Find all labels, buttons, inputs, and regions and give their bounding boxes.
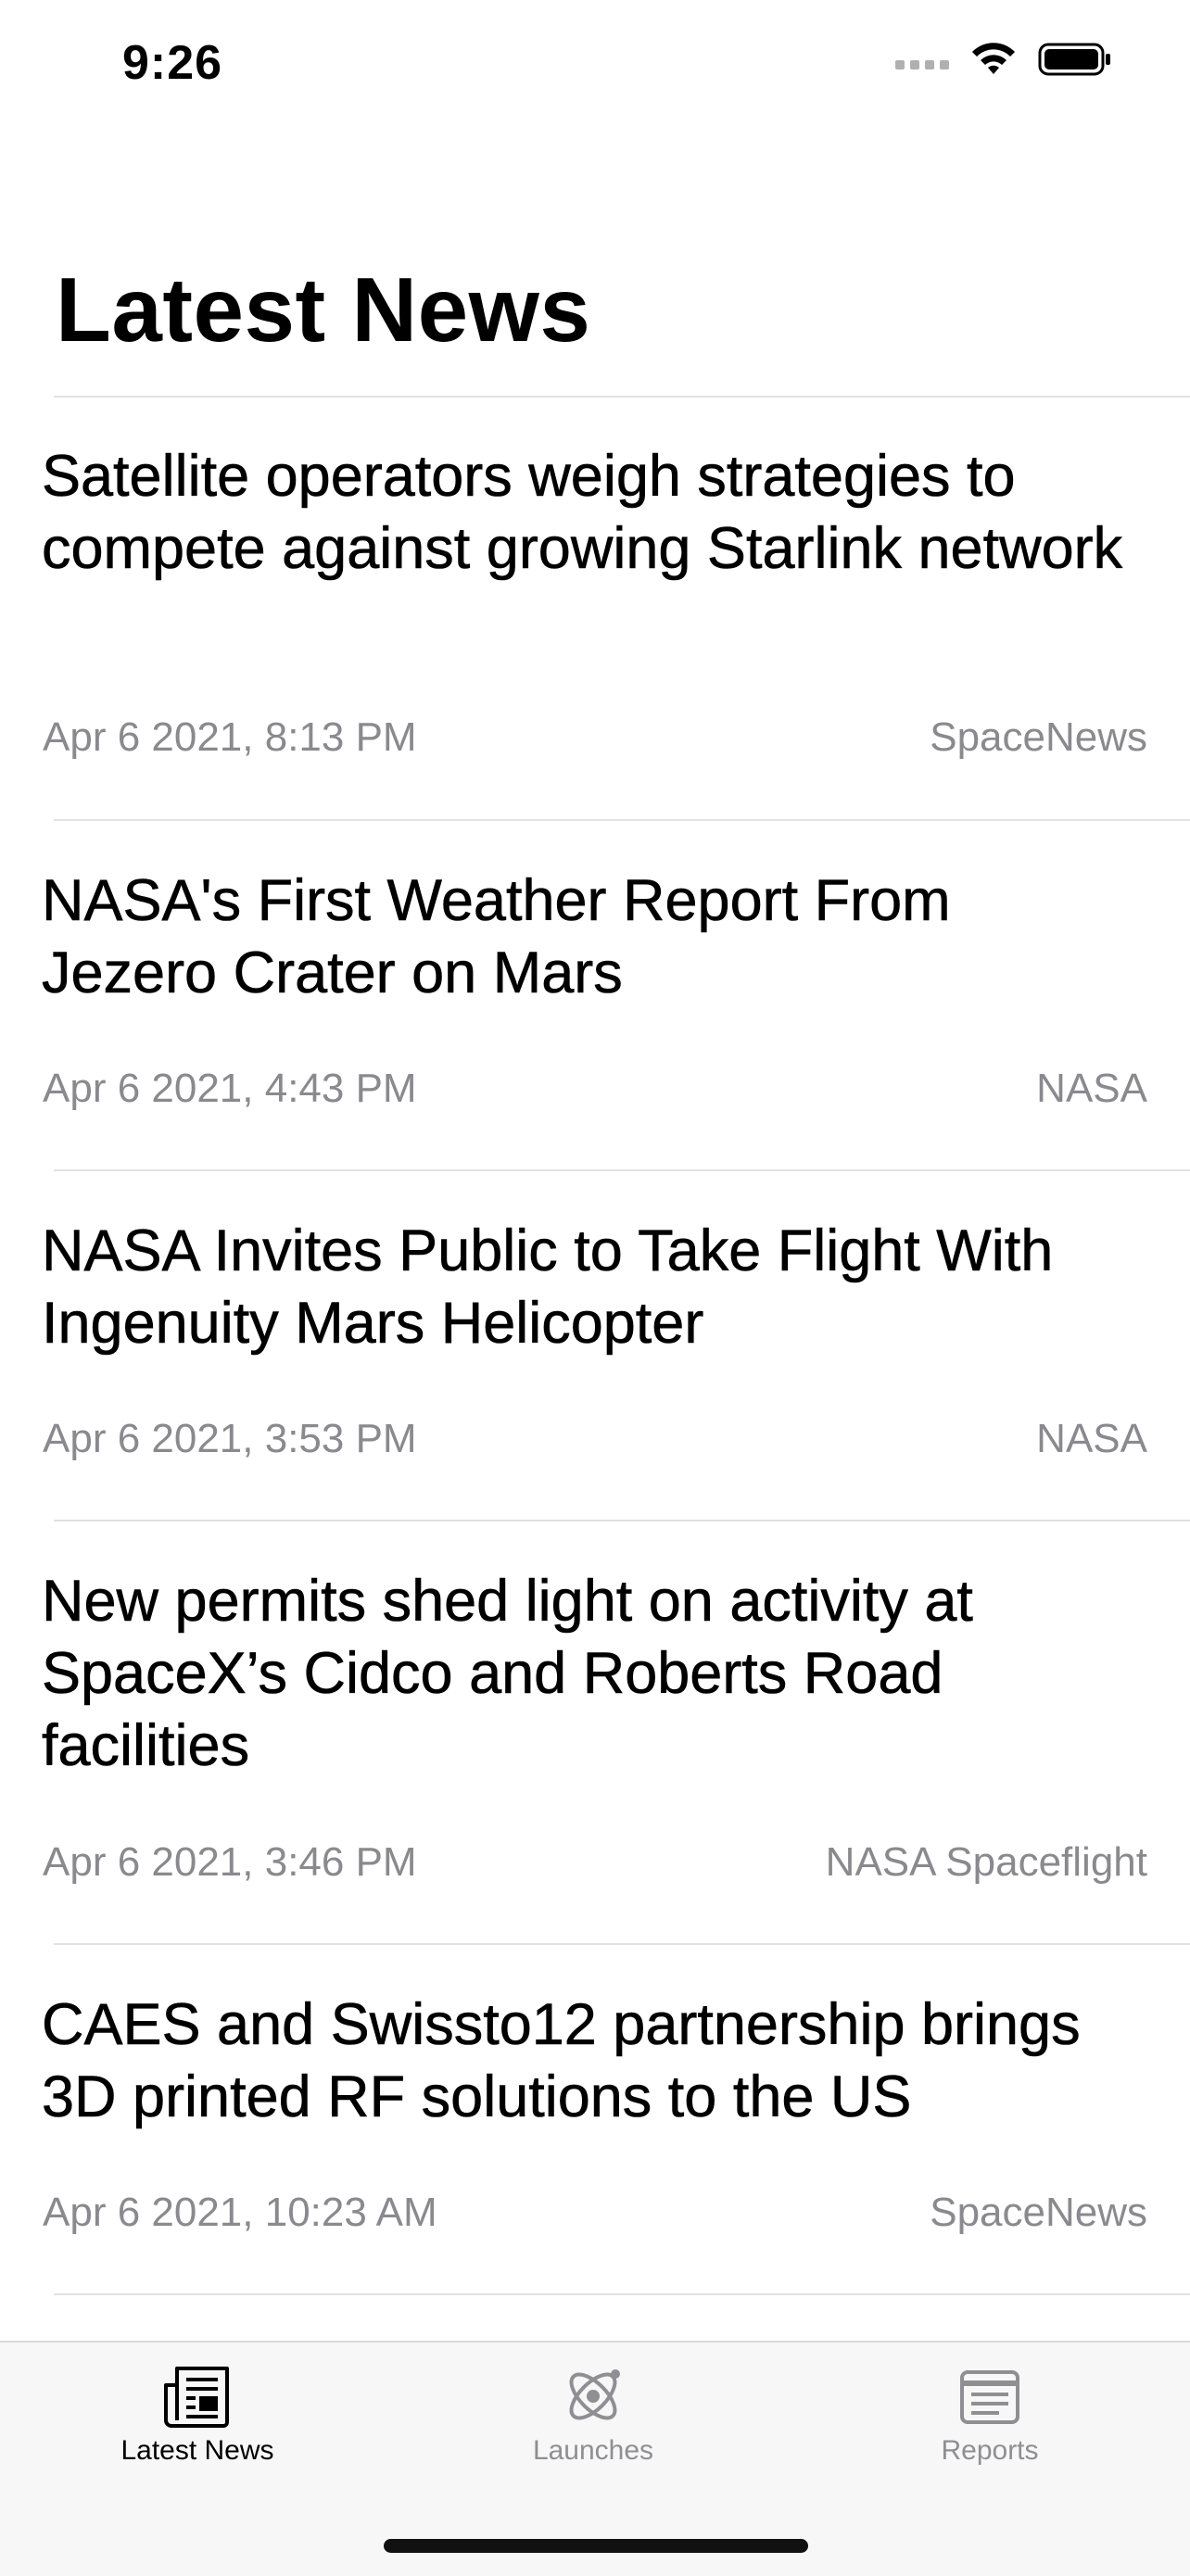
wifi-icon xyxy=(972,43,1015,74)
news-source: NASA xyxy=(1036,1066,1147,1111)
news-date: Apr 6 2021, 8:13 PM xyxy=(43,714,417,760)
divider xyxy=(54,1169,1190,1171)
news-source: NASA Spaceflight xyxy=(825,1839,1147,1885)
cellular-signal-icon xyxy=(895,60,949,69)
page-title: Latest News xyxy=(56,259,591,360)
news-source: NASA xyxy=(1036,1416,1147,1461)
news-title: Satellite operators weigh strategies to … xyxy=(42,444,1123,582)
divider xyxy=(54,1520,1190,1522)
tab-label: Launches xyxy=(532,2435,654,2466)
news-item[interactable]: New permits shed light on activity at Sp… xyxy=(0,1522,1190,1946)
divider xyxy=(54,396,1190,398)
news-title: NASA Invites Public to Take Flight With … xyxy=(42,1219,1054,1357)
newspaper-icon xyxy=(164,2367,229,2428)
news-title: NASA's First Weather Report From Jezero … xyxy=(42,868,951,1006)
tab-bar: Latest News Launches Reports xyxy=(0,2341,1190,2576)
news-date: Apr 6 2021, 3:53 PM xyxy=(43,1416,417,1461)
tab-latest-news[interactable]: Latest News xyxy=(58,2363,336,2467)
status-time: 9:26 xyxy=(122,36,223,90)
news-source: SpaceNews xyxy=(930,2190,1147,2235)
news-title: New permits shed light on activity at Sp… xyxy=(42,1569,974,1779)
news-date: Apr 6 2021, 10:23 AM xyxy=(43,2190,437,2235)
news-source: SpaceNews xyxy=(930,714,1147,760)
tab-reports[interactable]: Reports xyxy=(851,2363,1129,2467)
status-bar: 9:26 xyxy=(0,0,1190,130)
news-date: Apr 6 2021, 3:46 PM xyxy=(43,1839,417,1885)
tab-launches[interactable]: Launches xyxy=(454,2363,732,2467)
divider xyxy=(54,1943,1190,1945)
satellite-icon xyxy=(569,2369,620,2420)
divider xyxy=(54,819,1190,821)
news-item[interactable]: NASA's First Weather Report From Jezero … xyxy=(0,821,1190,1171)
news-date: Apr 6 2021, 4:43 PM xyxy=(43,1066,417,1111)
news-item[interactable]: Satellite operators weigh strategies to … xyxy=(0,397,1190,821)
tab-label: Latest News xyxy=(120,2435,274,2466)
reports-icon xyxy=(960,2370,1019,2424)
home-indicator[interactable] xyxy=(384,2539,808,2553)
status-icons xyxy=(895,41,1112,78)
tab-label: Reports xyxy=(941,2435,1039,2466)
news-title: CAES and Swissto12 partnership brings 3D… xyxy=(42,1992,1081,2130)
news-item[interactable]: NASA Invites Public to Take Flight With … xyxy=(0,1171,1190,1522)
divider xyxy=(54,2293,1190,2295)
battery-icon xyxy=(1038,43,1110,76)
news-item[interactable]: CAES and Swissto12 partnership brings 3D… xyxy=(0,1945,1190,2295)
